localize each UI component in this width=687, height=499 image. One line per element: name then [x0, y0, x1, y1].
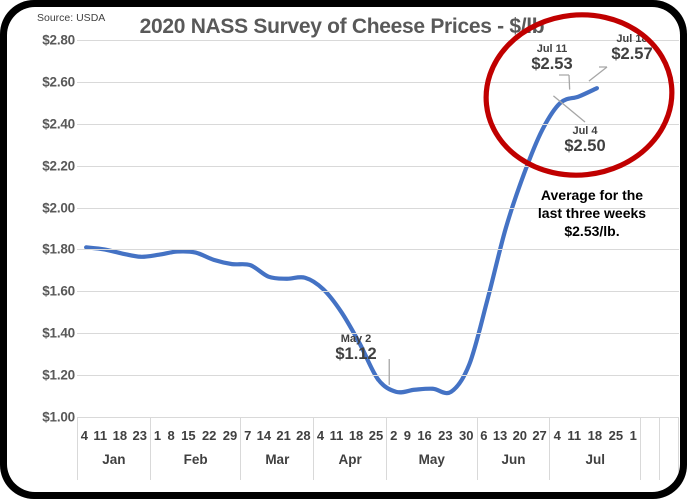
annotation-jul11-date: Jul 11	[536, 43, 568, 55]
x-axis-month-label	[641, 452, 659, 479]
x-axis-day-tick: 11	[567, 427, 582, 443]
y-axis-label: $1.40	[42, 325, 75, 341]
annotation-jul4-value: $2.50	[564, 137, 606, 156]
y-axis: $1.00 $1.20 $1.40 $1.60 $1.80 $2.00 $2.20 $2.40…	[15, 33, 75, 425]
x-axis-day-tick: 27	[532, 427, 547, 443]
average-note-line3: $2.53/lb.	[564, 222, 620, 239]
x-axis-day-tick: 18	[587, 427, 603, 443]
x-axis-day-tick: 28	[296, 427, 311, 443]
chart-card: Source: USDA 2020 NASS Survey of Cheese …	[7, 7, 680, 492]
x-axis-day-tick: 4	[553, 427, 561, 443]
x-axis-month-label: Apr	[338, 452, 362, 467]
x-axis-month-label: May	[418, 452, 445, 467]
x-axis-day-tick: 1	[629, 427, 637, 443]
y-axis-label: $2.40	[42, 116, 75, 132]
x-axis: 4 11 18 23 Jan 1 8 15 22 29 Feb 7 14 21 28 Mar 4 11 18 25 Ap…	[77, 417, 679, 480]
x-axis-month-group: 4 11 18 23 Jan	[77, 418, 151, 480]
x-axis-day-tick: 23	[132, 427, 147, 443]
gridline	[77, 123, 679, 125]
x-axis-month-group	[641, 418, 661, 480]
x-axis-day-tick: 8	[167, 427, 175, 443]
y-axis-label: $1.80	[42, 241, 75, 257]
gridline	[77, 249, 679, 251]
annotation-jul18-date: Jul 18	[616, 33, 648, 45]
x-axis-day-tick: 29	[222, 427, 238, 443]
x-axis-month-group: 4 11 18 25 Apr	[314, 418, 387, 480]
y-axis-label: $2.80	[42, 32, 75, 48]
x-axis-day-tick: 23	[438, 427, 453, 443]
x-axis-month-label: Jan	[102, 452, 126, 467]
source-note: Source: USDA	[37, 12, 106, 24]
annotation-jul11-value: $2.53	[531, 55, 573, 74]
x-axis-day-tick: 11	[329, 427, 344, 443]
x-axis-day-tick: 15	[181, 427, 196, 443]
x-axis-day-tick: 22	[201, 427, 217, 443]
gridline	[77, 291, 679, 293]
x-axis-day-tick: 6	[480, 427, 488, 443]
x-axis-month-group: 7 14 21 28 Mar	[241, 418, 315, 480]
annotation-jul18: Jul 18 $2.57	[592, 33, 672, 64]
x-axis-day-tick: 11	[93, 427, 108, 443]
gridline	[77, 375, 679, 377]
x-axis-day-tick: 18	[348, 427, 364, 443]
x-axis-day-tick: 16	[417, 427, 432, 443]
price-line-series	[84, 86, 600, 396]
x-axis-day-tick: 18	[112, 427, 128, 443]
annotation-jul4-date: Jul 4	[572, 125, 598, 137]
chart-title: 2020 NASS Survey of Cheese Prices - $/lb	[139, 15, 545, 38]
x-axis-day-tick: 25	[608, 427, 624, 443]
price-line	[84, 86, 600, 396]
x-axis-day-tick: 4	[316, 427, 325, 443]
gridline	[77, 333, 679, 335]
gridline	[77, 207, 679, 209]
x-axis-month-group	[660, 418, 679, 480]
x-axis-day-tick: 30	[458, 427, 474, 443]
y-axis-label: $2.00	[42, 200, 75, 216]
x-axis-day-tick: 20	[512, 427, 528, 443]
x-axis-month-group: 4 11 18 25 1 Jul	[550, 418, 642, 480]
x-axis-day-tick: 4	[80, 427, 88, 443]
x-axis-day-tick: 7	[244, 427, 252, 443]
annotation-jul4: Jul 4 $2.50	[545, 125, 625, 156]
x-axis-month-label	[660, 452, 678, 479]
gridline	[77, 81, 679, 83]
average-note-line1: Average for the	[540, 187, 644, 203]
y-axis-label: $2.60	[42, 74, 75, 90]
y-axis-label: $1.20	[42, 367, 75, 383]
x-axis-month-label: Feb	[183, 452, 208, 467]
x-axis-day-tick: 9	[403, 427, 411, 443]
x-axis-day-tick: 25	[368, 427, 384, 443]
y-axis-label: $1.00	[42, 409, 75, 425]
annotation-jul18-value: $2.57	[611, 45, 653, 64]
y-axis-label: $1.60	[42, 283, 75, 299]
annotation-may2-value: $1.12	[335, 345, 377, 364]
average-note-line2: last three weeks	[537, 204, 647, 221]
gridline	[77, 165, 679, 167]
x-axis-day-tick: 21	[276, 427, 291, 443]
gridline	[77, 40, 679, 41]
annotation-may2-date: May 2	[340, 333, 372, 345]
x-axis-month-label: Jul	[585, 452, 606, 467]
x-axis-day-tick: 2	[390, 427, 398, 443]
y-axis-label: $2.20	[42, 158, 75, 174]
annotation-jul11: Jul 11 $2.53	[512, 43, 592, 74]
x-axis-month-label: Jun	[501, 452, 526, 467]
x-axis-day-tick: 13	[492, 427, 508, 443]
x-axis-month-group: 6 13 20 27 Jun	[478, 418, 551, 480]
annotation-may2: May 2 $1.12	[311, 333, 401, 364]
x-axis-month-group: 2 9 16 23 30 May	[387, 418, 478, 480]
average-note: Average for the last three weeks $2.53/l…	[502, 187, 680, 241]
x-axis-month-label: Mar	[265, 452, 290, 467]
x-axis-day-tick: 1	[153, 427, 162, 443]
x-axis-day-tick: 14	[256, 427, 272, 443]
x-axis-month-group: 1 8 15 22 29 Feb	[151, 418, 242, 480]
